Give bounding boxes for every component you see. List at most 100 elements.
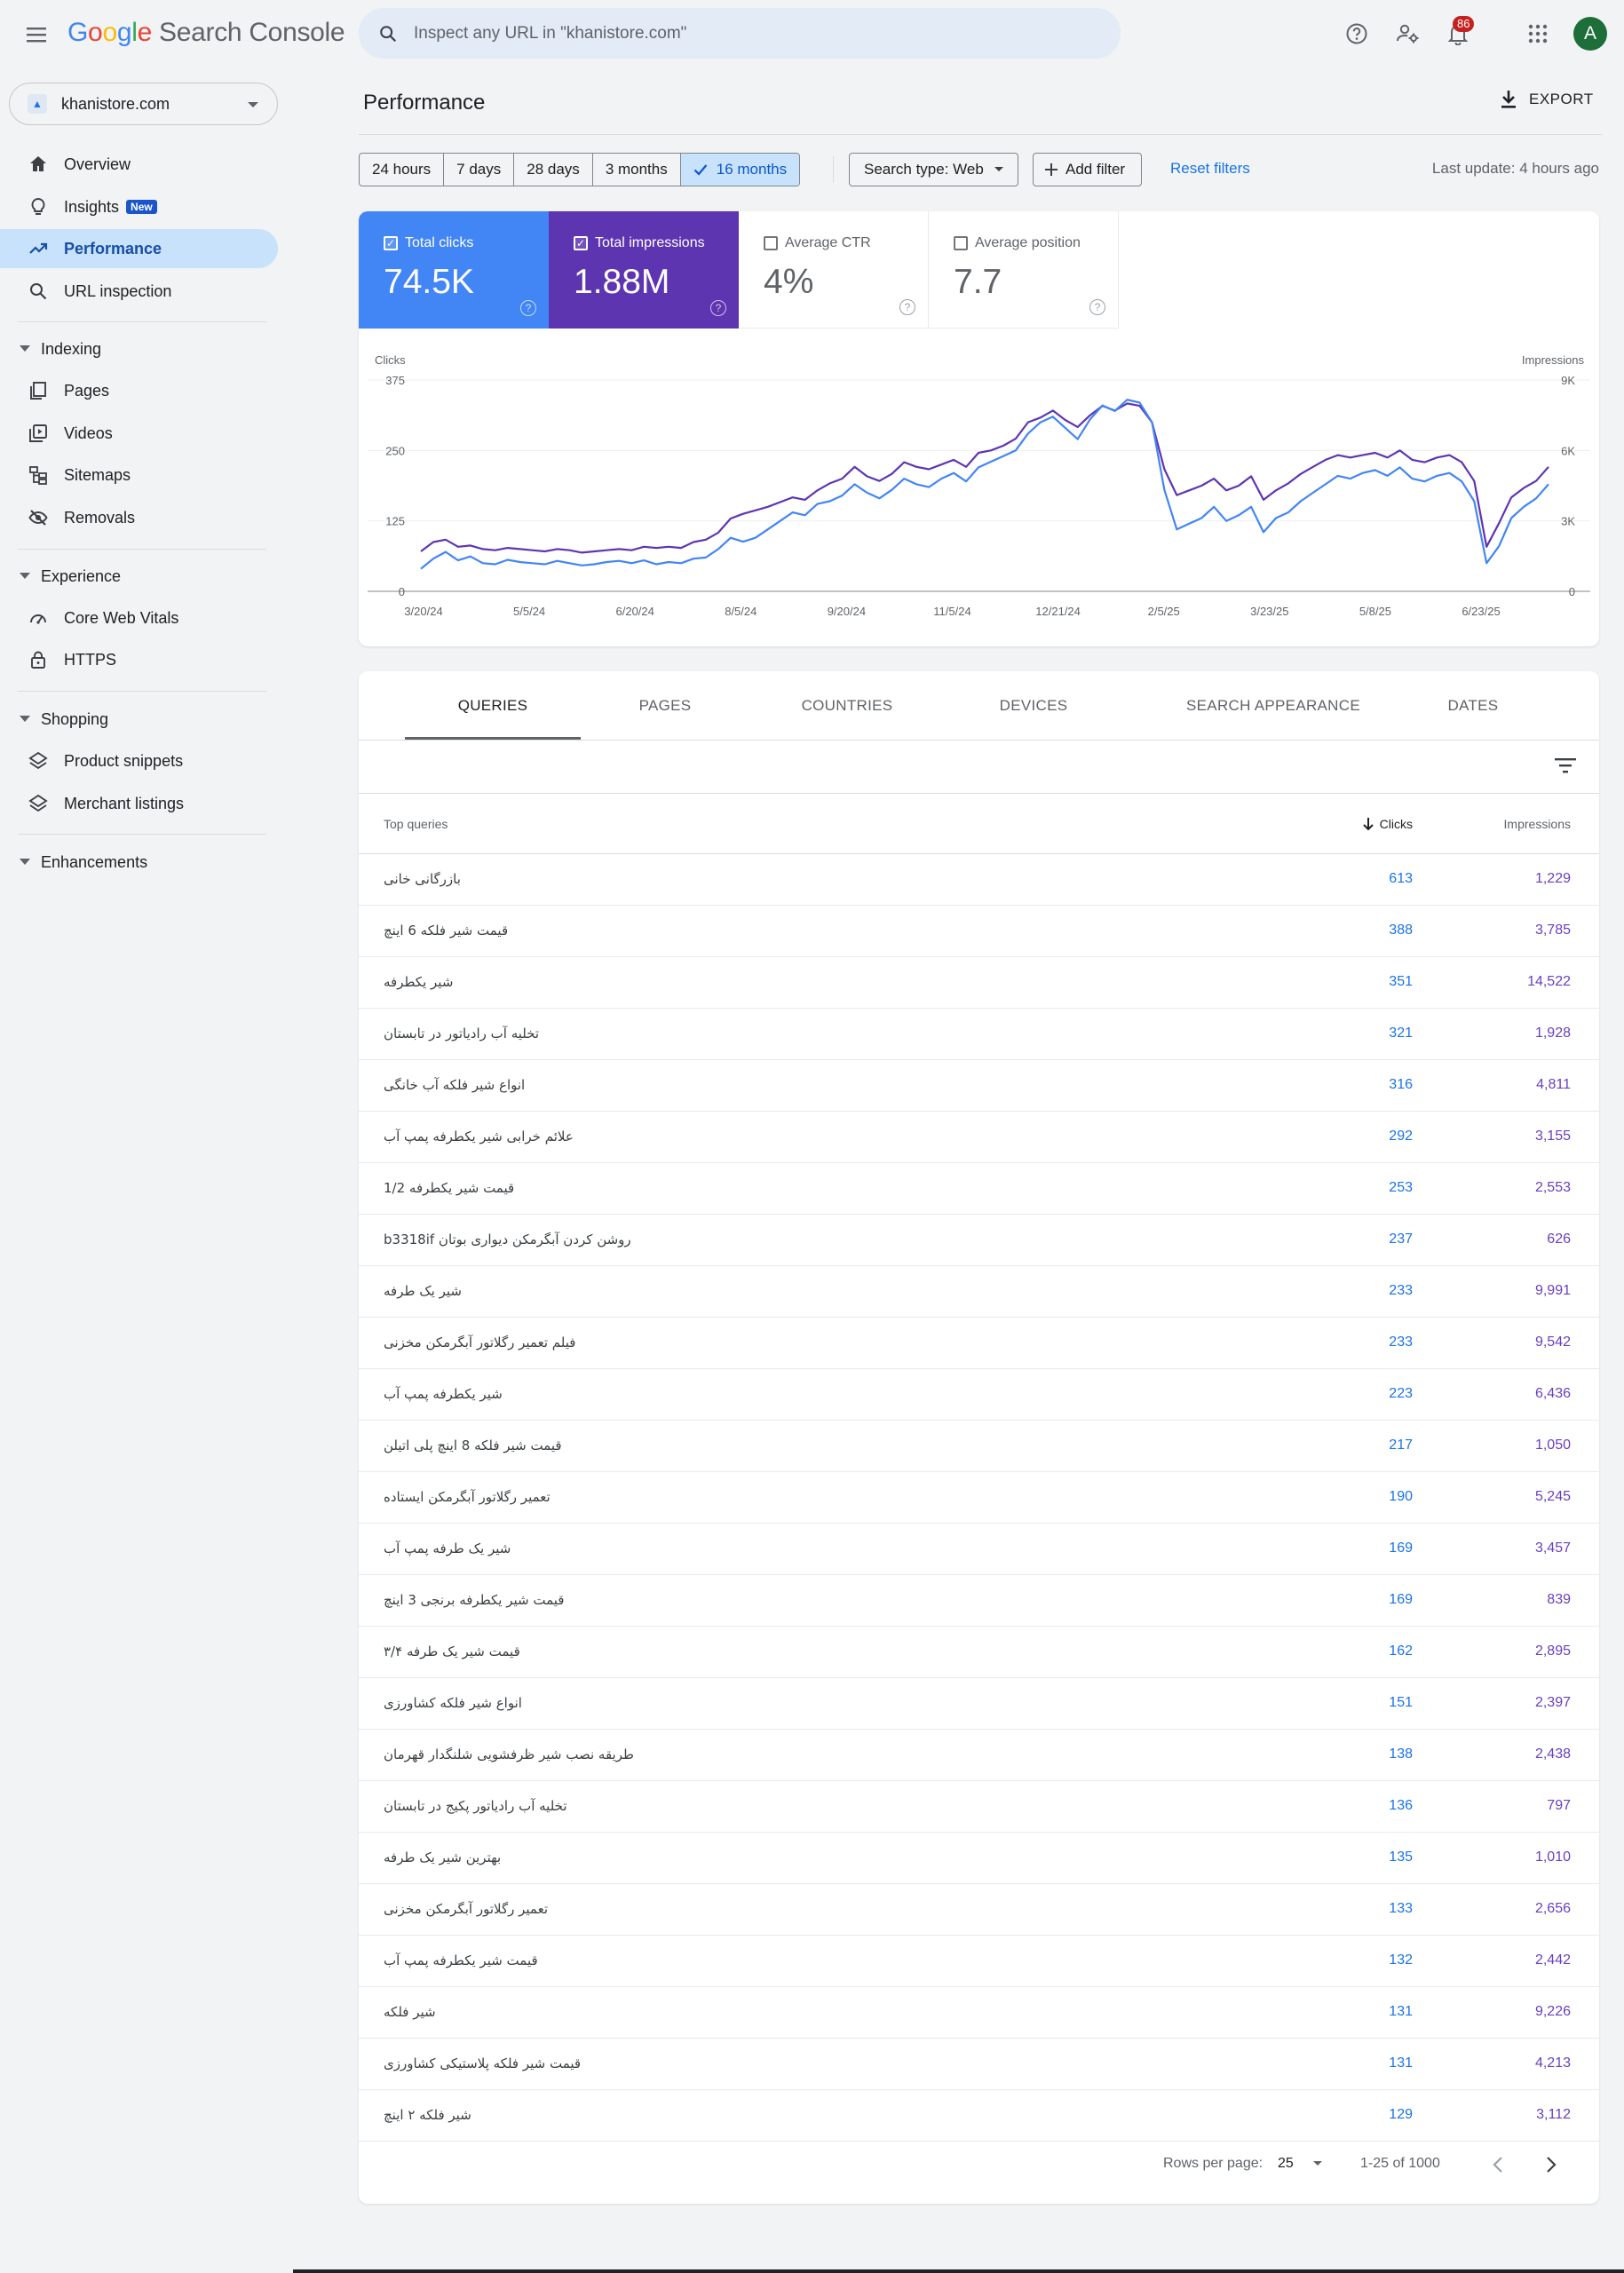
table-body: بازرگانی خانی 613 1,229 قیمت شیر فلکه 6 این…: [359, 854, 1599, 2142]
sidebar-item-url-inspection[interactable]: URL inspection: [0, 272, 278, 311]
account-avatar[interactable]: A: [1573, 17, 1607, 51]
metric-average-ctr[interactable]: Average CTR 4% ?: [739, 211, 929, 329]
metric-total-impressions[interactable]: ✓ Total impressions 1.88M ?: [549, 211, 739, 329]
column-header-impressions[interactable]: Impressions: [1503, 817, 1571, 831]
table-row[interactable]: شیر یک طرفه 233 9,991: [359, 1266, 1599, 1318]
table-row[interactable]: قیمت شیر یکطرفه 1/2 253 2,553: [359, 1163, 1599, 1215]
metric-total-clicks[interactable]: ✓ Total clicks 74.5K ?: [359, 211, 549, 329]
table-row[interactable]: روشن کردن آبگرمکن دیواری بوتان b3318if 23…: [359, 1215, 1599, 1266]
table-row[interactable]: شیر یکطرفه پمپ آب 223 6,436: [359, 1369, 1599, 1421]
sidebar-section-shopping[interactable]: Shopping: [0, 703, 278, 735]
impressions-value: 5,245: [1534, 1489, 1571, 1504]
range-3-months[interactable]: 3 months: [593, 154, 681, 186]
table-row[interactable]: قیمت شیر فلکه 8 اینچ پلی اتیلن 217 1,050: [359, 1421, 1599, 1472]
checkbox-checked-icon[interactable]: ✓: [384, 236, 398, 250]
search-input[interactable]: Inspect any URL in "khanistore.com": [414, 23, 687, 43]
range-24-hours[interactable]: 24 hours: [360, 154, 445, 186]
table-row[interactable]: طریقه نصب شیر ظرفشویی شلنگدار قهرمان 138 2…: [359, 1730, 1599, 1781]
checkbox-checked-icon[interactable]: ✓: [574, 236, 588, 250]
site-favicon-icon: ▲: [28, 94, 47, 114]
query-text: شیر یک طرفه: [384, 1283, 462, 1299]
table-row[interactable]: بازرگانی خانی 613 1,229: [359, 854, 1599, 906]
sidebar-item-overview[interactable]: Overview: [0, 145, 278, 184]
table-row[interactable]: شیر فلکه 131 9,226: [359, 1987, 1599, 2039]
sidebar-divider: [18, 834, 266, 835]
table-row[interactable]: شیر فلکه ۲ اینچ 129 3,112: [359, 2090, 1599, 2142]
table-row[interactable]: قیمت شیر فلکه پلاستیکی کشاورزی 131 4,213: [359, 2039, 1599, 2090]
column-header-clicks[interactable]: Clicks: [1362, 817, 1413, 831]
help-button[interactable]: [1339, 16, 1374, 51]
table-row[interactable]: قیمت شیر فلکه 6 اینچ 388 3,785: [359, 906, 1599, 957]
chevron-right-icon[interactable]: [1536, 2150, 1565, 2179]
search-type-filter[interactable]: Search type: Web: [849, 153, 1018, 186]
table-row[interactable]: قیمت شیر یک طرفه ۳/۴ 162 2,895: [359, 1627, 1599, 1678]
table-row[interactable]: انواع شیر فلکه کشاورزی 151 2,397: [359, 1678, 1599, 1730]
query-text: فیلم تعمیر رگلاتور آبگرمکن مخزنی: [384, 1334, 576, 1350]
sidebar-section-enhancements[interactable]: Enhancements: [0, 846, 278, 878]
help-icon[interactable]: ?: [1089, 299, 1105, 315]
reset-filters-link[interactable]: Reset filters: [1170, 160, 1250, 177]
tab-countries[interactable]: COUNTRIES: [801, 697, 893, 714]
table-row[interactable]: تعمیر رگلاتور آبگرمکن مخزنی 133 2,656: [359, 1884, 1599, 1936]
help-icon[interactable]: ?: [899, 299, 915, 315]
table-row[interactable]: بهترین شیر یک طرفه 135 1,010: [359, 1833, 1599, 1884]
sidebar-item-performance[interactable]: Performance: [0, 229, 278, 268]
property-selector[interactable]: ▲ khanistore.com: [9, 83, 278, 125]
query-text: تخلیه آب رادیاتور در تابستان: [384, 1026, 540, 1041]
chevron-left-icon[interactable]: [1485, 2150, 1513, 2179]
table-row[interactable]: فیلم تعمیر رگلاتور آبگرمکن مخزنی 233 9,542: [359, 1318, 1599, 1369]
main-menu-button[interactable]: [20, 20, 55, 50]
range-7-days[interactable]: 7 days: [444, 154, 515, 186]
range-28-days[interactable]: 28 days: [514, 154, 593, 186]
checkbox-unchecked-icon[interactable]: [954, 236, 968, 250]
query-text: علائم خرابی شیر یکطرفه پمپ آب: [384, 1129, 574, 1144]
help-icon[interactable]: ?: [710, 300, 726, 316]
table-row[interactable]: قیمت شیر یکطرفه پمپ آب 132 2,442: [359, 1936, 1599, 1987]
table-row[interactable]: شیر یکطرفه 351 14,522: [359, 957, 1599, 1009]
url-inspection-search[interactable]: Inspect any URL in "khanistore.com": [359, 8, 1121, 59]
tab-devices[interactable]: DEVICES: [999, 697, 1068, 714]
pages-icon: [27, 379, 50, 402]
table-row[interactable]: تخلیه آب رادیاتور پکیج در تابستان 136 797: [359, 1781, 1599, 1833]
sidebar-item-core-web-vitals[interactable]: Core Web Vitals: [0, 598, 278, 638]
table-row[interactable]: تعمیر رگلاتور آبگرمکن ایستاده 190 5,245: [359, 1472, 1599, 1524]
section-label: Experience: [41, 566, 122, 585]
query-text: قیمت شیر فلکه پلاستیکی کشاورزی: [384, 2055, 582, 2071]
sidebar-item-insights[interactable]: Insights New: [0, 187, 278, 226]
table-row[interactable]: تخلیه آب رادیاتور در تابستان 321 1,928: [359, 1009, 1599, 1060]
sidebar-item-product-snippets[interactable]: Product snippets: [0, 741, 278, 780]
checkbox-unchecked-icon[interactable]: [764, 236, 778, 250]
metric-average-position[interactable]: Average position 7.7 ?: [929, 211, 1119, 329]
tab-dates[interactable]: DATES: [1447, 697, 1499, 714]
sidebar-item-merchant-listings[interactable]: Merchant listings: [0, 784, 278, 823]
filter-list-icon[interactable]: [1555, 756, 1576, 774]
performance-line-chart[interactable]: 0 0 125 3K 250 6K 375 9K Clicks Impressions 3/20/2…: [359, 345, 1599, 646]
range-label: 16 months: [716, 161, 788, 178]
apps-button[interactable]: [1520, 16, 1556, 51]
tab-search-appearance[interactable]: SEARCH APPEARANCE: [1186, 697, 1360, 714]
table-row[interactable]: علائم خرابی شیر یکطرفه پمپ آب 292 3,155: [359, 1112, 1599, 1163]
table-row[interactable]: قیمت شیر یکطرفه برنجی 3 اینچ 169 839: [359, 1575, 1599, 1627]
clicks-value: 217: [1389, 1437, 1413, 1453]
query-text: شیر فلکه: [384, 2004, 436, 2020]
sidebar-section-experience[interactable]: Experience: [0, 560, 278, 592]
sidebar-section-indexing[interactable]: Indexing: [0, 333, 278, 365]
export-button[interactable]: EXPORT: [1499, 89, 1594, 110]
sidebar-item-https[interactable]: HTTPS: [0, 640, 278, 679]
search-console-logo[interactable]: Google Search Console: [67, 18, 345, 47]
rows-per-page-select[interactable]: 25: [1278, 2156, 1322, 2172]
table-row[interactable]: انواع شیر فلکه آب خانگی 316 4,811: [359, 1060, 1599, 1112]
tab-pages[interactable]: PAGES: [638, 697, 692, 714]
table-row[interactable]: شیر یک طرفه پمپ آب 169 3,457: [359, 1524, 1599, 1575]
help-icon[interactable]: ?: [520, 300, 536, 316]
sidebar-item-pages[interactable]: Pages: [0, 371, 278, 410]
x-tick-label: 3/23/25: [1250, 605, 1288, 618]
sidebar-item-removals[interactable]: Removals: [0, 498, 278, 537]
settings-users-button[interactable]: [1390, 16, 1425, 51]
column-header-queries[interactable]: Top queries: [384, 817, 448, 831]
range-16-months[interactable]: 16 months: [680, 154, 800, 186]
tab-queries[interactable]: QUERIES: [457, 697, 528, 714]
sidebar-item-sitemaps[interactable]: Sitemaps: [0, 455, 278, 495]
sidebar-item-videos[interactable]: Videos: [0, 414, 278, 453]
add-filter-button[interactable]: Add filter: [1033, 153, 1143, 186]
